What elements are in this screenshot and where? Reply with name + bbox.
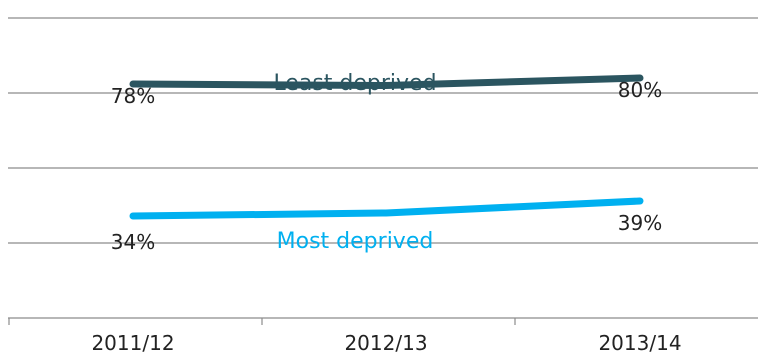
data-label-s2-1: 34% [111,230,155,254]
x-tick-label-1: 2011/12 [91,331,174,355]
data-label-s1-3: 80% [618,78,662,102]
data-label-s1-1: 78% [111,84,155,108]
data-label-s2-3: 39% [618,211,662,235]
series-name-label-2: Most deprived [277,229,434,254]
x-tick-label-3: 2013/14 [598,331,681,355]
series-group [133,78,640,216]
x-tick-label-2: 2012/13 [344,331,427,355]
label-group: 78% 80% Least deprived 34% 39% Most deprived [111,71,662,254]
series-name-label-1: Least deprived [273,71,436,96]
gridlines [8,18,758,243]
series-line-2 [133,201,640,216]
x-axis: 2011/12 2012/13 2013/14 [8,318,758,355]
